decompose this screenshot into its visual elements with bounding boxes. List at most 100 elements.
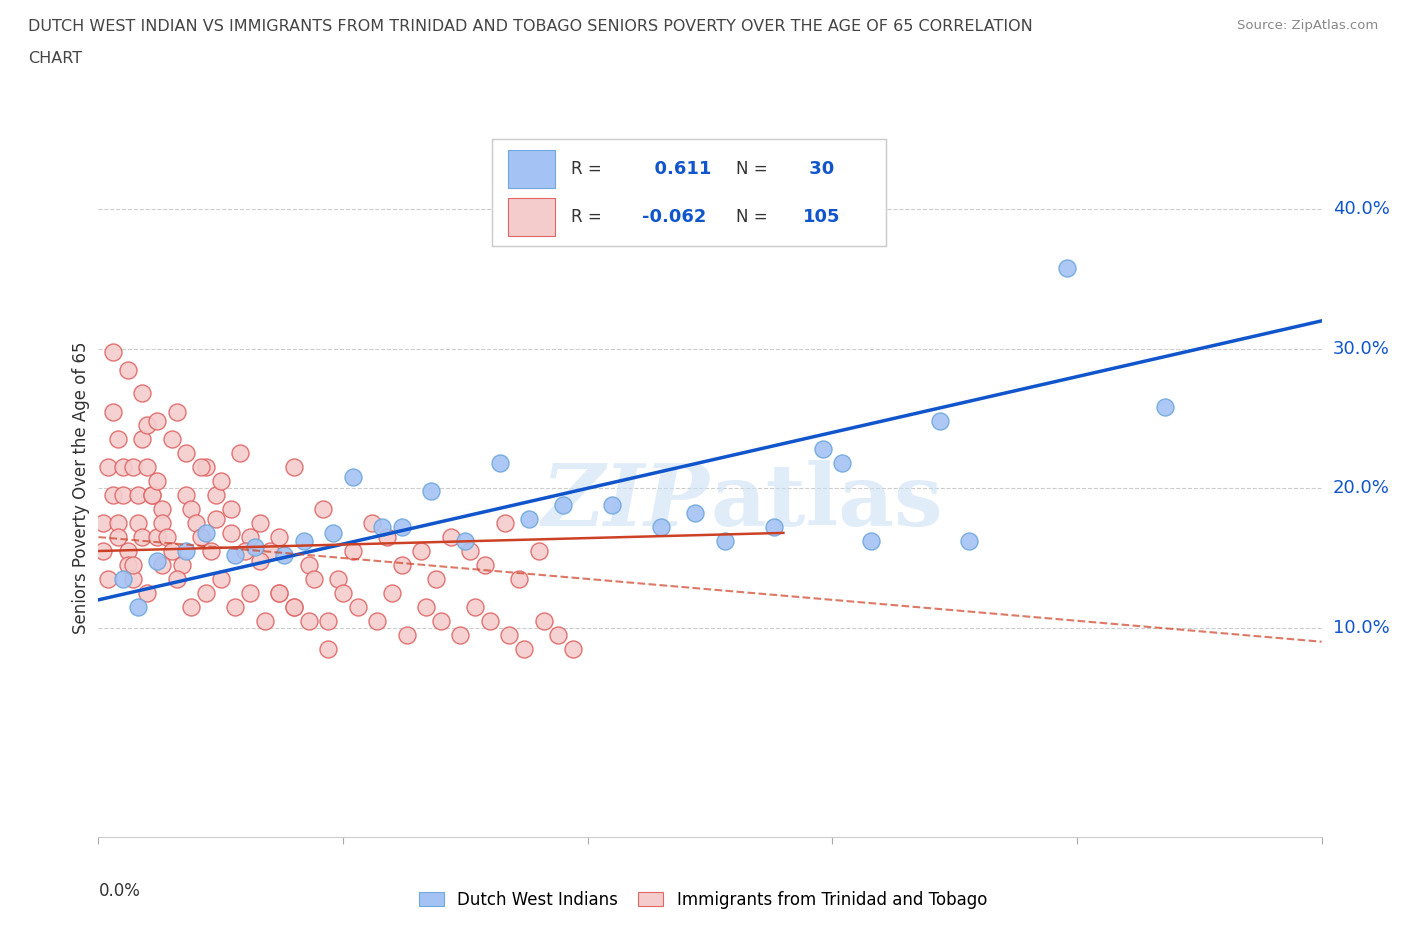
Point: [860, 534, 883, 549]
Point: [811, 442, 834, 457]
Point: [176, 487, 198, 502]
Point: [233, 543, 256, 558]
Point: [249, 515, 271, 530]
Point: [229, 445, 252, 460]
Point: [298, 614, 321, 629]
Point: [450, 627, 472, 642]
Point: [146, 474, 169, 489]
Bar: [508, 198, 555, 236]
Point: [513, 642, 536, 657]
Point: [127, 600, 149, 615]
Text: R =: R =: [571, 161, 602, 179]
Point: [498, 627, 520, 642]
Point: [190, 530, 212, 545]
Point: [391, 558, 413, 573]
Point: [366, 614, 388, 629]
Point: [117, 558, 139, 573]
Point: [391, 520, 413, 535]
Text: 0.0%: 0.0%: [98, 883, 141, 900]
Point: [415, 600, 437, 615]
Point: [117, 543, 139, 558]
Text: ZIP: ZIP: [543, 460, 710, 544]
Point: [224, 600, 246, 615]
Point: [131, 432, 153, 447]
Point: [209, 474, 232, 489]
Point: [553, 498, 575, 512]
Point: [131, 530, 153, 545]
Point: [342, 470, 364, 485]
Point: [111, 571, 134, 587]
Point: [458, 543, 481, 558]
Point: [259, 543, 281, 558]
Point: [200, 543, 222, 558]
Bar: [508, 151, 555, 188]
Text: DUTCH WEST INDIAN VS IMMIGRANTS FROM TRINIDAD AND TOBAGO SENIORS POVERTY OVER TH: DUTCH WEST INDIAN VS IMMIGRANTS FROM TRI…: [28, 19, 1033, 33]
Point: [195, 460, 218, 474]
Point: [127, 487, 149, 502]
Point: [547, 627, 569, 642]
Point: [141, 487, 163, 502]
Text: 10.0%: 10.0%: [1333, 618, 1389, 637]
Point: [243, 539, 266, 554]
Point: [957, 534, 980, 549]
Point: [478, 614, 501, 629]
Point: [454, 534, 477, 549]
Text: 20.0%: 20.0%: [1333, 479, 1389, 498]
Point: [488, 456, 510, 471]
Point: [107, 515, 129, 530]
Point: [328, 571, 350, 587]
Point: [136, 418, 159, 433]
Point: [292, 534, 315, 549]
Point: [131, 386, 153, 401]
Point: [150, 558, 173, 573]
Point: [283, 600, 305, 615]
Point: [375, 530, 398, 545]
Point: [97, 571, 120, 587]
Point: [269, 530, 291, 545]
Point: [101, 344, 124, 359]
Legend: Dutch West Indians, Immigrants from Trinidad and Tobago: Dutch West Indians, Immigrants from Trin…: [411, 883, 995, 917]
Text: N =: N =: [737, 161, 768, 179]
Point: [166, 404, 188, 418]
Point: [527, 543, 550, 558]
Point: [121, 571, 143, 587]
Text: R =: R =: [571, 207, 602, 225]
Point: [111, 487, 134, 502]
Point: [160, 543, 183, 558]
Point: [150, 515, 173, 530]
Point: [650, 520, 672, 535]
Point: [166, 571, 188, 587]
Point: [508, 571, 530, 587]
Point: [430, 614, 453, 629]
Point: [219, 502, 242, 517]
Point: [562, 642, 585, 657]
Point: [195, 586, 218, 601]
Point: [150, 502, 173, 517]
Point: [239, 530, 262, 545]
Point: [107, 432, 129, 447]
Point: [831, 456, 853, 471]
Text: 30: 30: [803, 161, 834, 179]
Point: [346, 600, 368, 615]
Point: [685, 506, 707, 521]
Point: [146, 553, 169, 568]
Point: [239, 586, 262, 601]
Y-axis label: Seniors Poverty Over the Age of 65: Seniors Poverty Over the Age of 65: [72, 342, 90, 634]
Point: [176, 445, 198, 460]
Point: [186, 515, 208, 530]
Point: [371, 520, 394, 535]
Point: [273, 548, 295, 563]
Point: [107, 530, 129, 545]
Point: [170, 558, 193, 573]
Point: [269, 586, 291, 601]
Text: 40.0%: 40.0%: [1333, 200, 1389, 219]
Point: [600, 498, 623, 512]
Point: [464, 600, 486, 615]
Point: [420, 484, 443, 498]
Point: [425, 571, 447, 587]
Point: [209, 571, 232, 587]
Point: [146, 530, 169, 545]
Point: [176, 543, 198, 558]
Text: 105: 105: [803, 207, 841, 225]
Point: [312, 502, 335, 517]
